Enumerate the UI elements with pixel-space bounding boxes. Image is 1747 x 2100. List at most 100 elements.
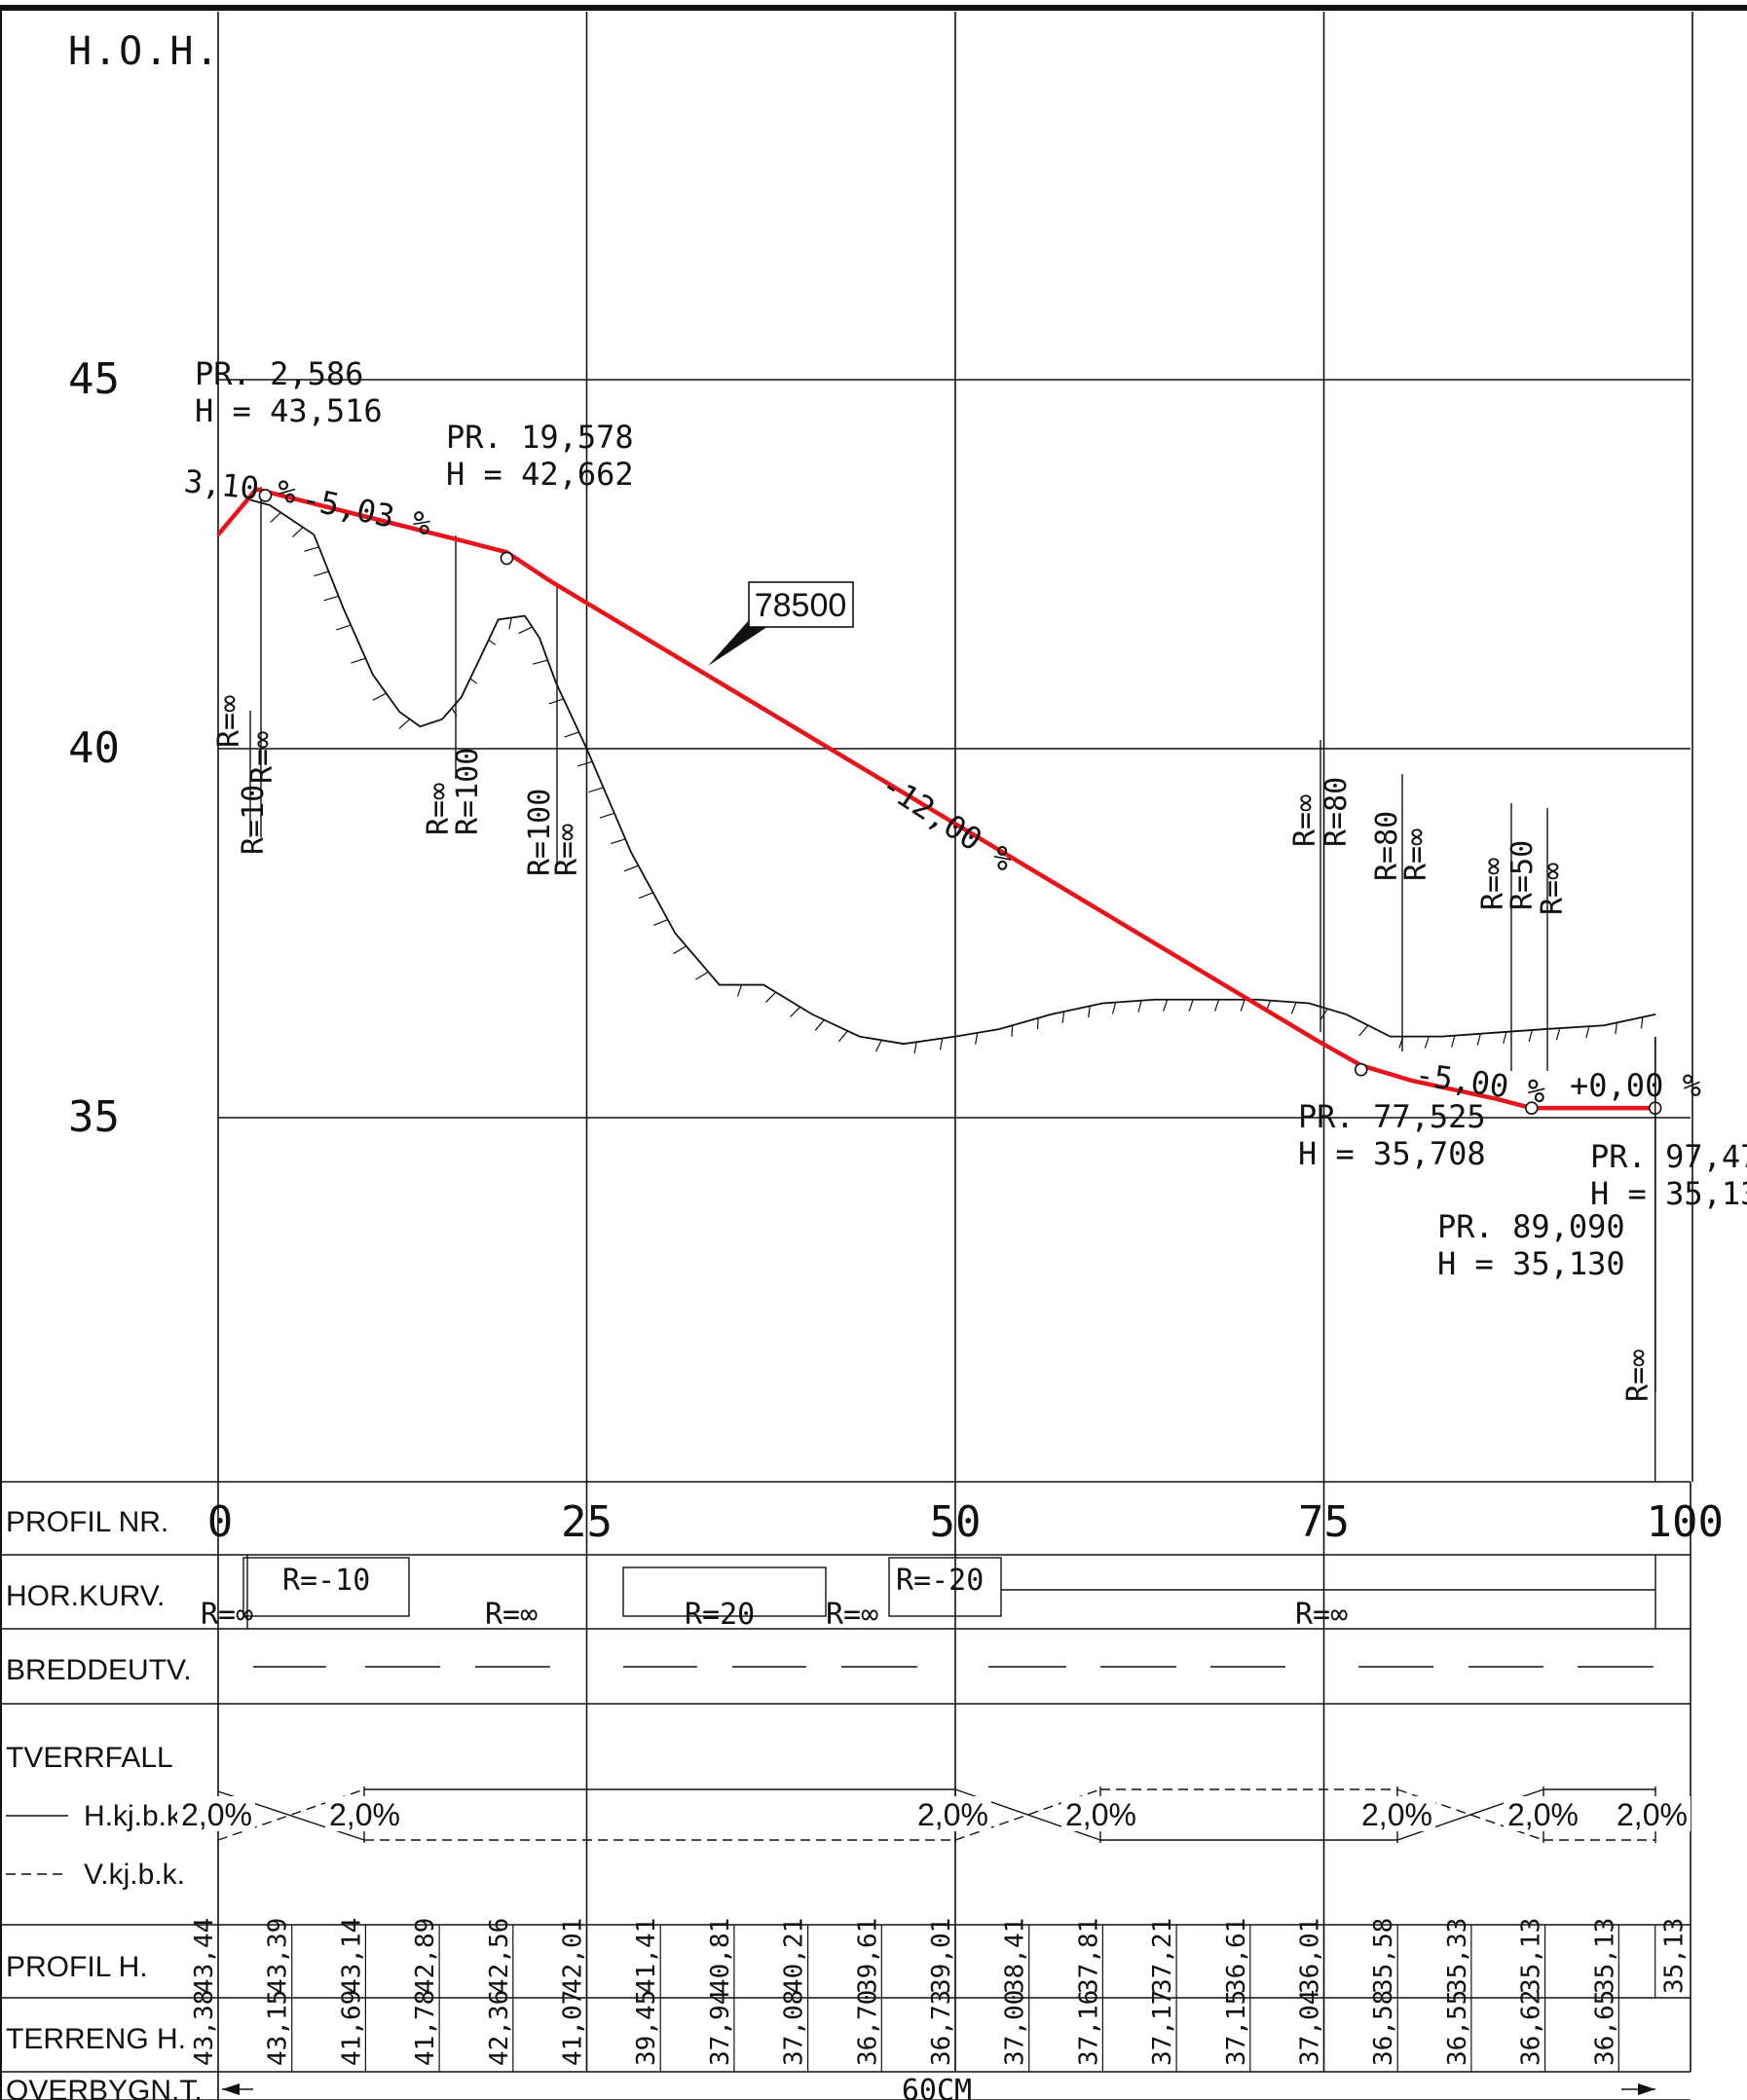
pvi-station-label: PR. 97,471 xyxy=(1590,1138,1747,1175)
drawing-frame xyxy=(0,5,1747,2100)
profil-h-value: 38,41 xyxy=(1001,1918,1030,1994)
terrain-hatch xyxy=(1188,999,1194,1012)
pvi-elevation-label: H = 43,516 xyxy=(195,392,383,429)
terreng-h-value: 41,78 xyxy=(411,1990,440,2066)
curve-radius-label: R=80 xyxy=(1320,777,1354,847)
pvi-station-label: PR. 19,578 xyxy=(446,419,634,456)
pvi-marker xyxy=(1354,1062,1368,1077)
profil-h-value: 37,81 xyxy=(1074,1918,1103,1994)
terrain-hatch xyxy=(576,760,593,767)
curve-radius-label: R=∞ xyxy=(212,695,246,748)
terrain-hatch xyxy=(1451,1035,1456,1048)
terrain-hatch xyxy=(913,1042,917,1054)
terrain-hatch xyxy=(1555,1027,1561,1041)
data-band: PROFIL NR. HOR.KURV. BREDDEUTV. TVERRFALL PR… xyxy=(0,1037,1691,2100)
terreng-h-value: 37,17 xyxy=(1148,1990,1177,2066)
pvi-station-label: PR. 77,525 xyxy=(1298,1098,1486,1135)
terrain-hatch xyxy=(736,984,743,997)
terrain-hatch xyxy=(1358,1024,1369,1037)
terrain-hatch xyxy=(694,971,709,980)
terreng-h-value: 43,15 xyxy=(264,1990,293,2066)
pvi-marker xyxy=(500,551,514,566)
grade-label: 3,10 % xyxy=(182,462,298,511)
tverrfall-value-bg xyxy=(1613,1796,1691,1831)
callout-label: 78500 xyxy=(755,587,847,624)
curve-radius-label: R=10 xyxy=(237,785,271,855)
pvi-station-label: PR. 89,090 xyxy=(1437,1208,1625,1245)
terreng-h-value: 36,70 xyxy=(853,1990,882,2066)
tverrfall-value-bg xyxy=(1357,1796,1435,1831)
hor-kurv-label: R=∞ xyxy=(485,1598,538,1632)
terrain-hatch xyxy=(1036,1017,1039,1030)
terrain-hatch xyxy=(1528,1029,1533,1043)
tverrfall-value: 2,0% xyxy=(1361,1797,1432,1832)
pvi-marker xyxy=(1525,1101,1539,1115)
terreng-h-value: 43,38 xyxy=(190,1990,219,2066)
profile-grid xyxy=(217,12,1693,1482)
profil-h-value: 35,13 xyxy=(1517,1918,1546,1994)
band-row-label: BREDDEUTV. xyxy=(6,1654,192,1686)
terrain-hatch xyxy=(336,624,352,631)
terrain-hatch xyxy=(1320,1008,1328,1021)
curve-radius-label: R=∞ xyxy=(1536,863,1570,915)
profil-h-value: 42,89 xyxy=(411,1918,440,1994)
curve-radius-label: R=∞ xyxy=(245,731,279,784)
tverrfall-value: 2,0% xyxy=(329,1797,400,1832)
terreng-h-value: 41,07 xyxy=(559,1990,588,2066)
terrain-hatch xyxy=(564,731,579,738)
terrain-hatch xyxy=(1163,999,1169,1012)
terreng-h-value: 37,15 xyxy=(1222,1990,1251,2066)
terrain-hatch xyxy=(1137,1000,1142,1013)
band-row-label: TERRENG H. xyxy=(6,2023,186,2055)
profil-h-value: 36,01 xyxy=(1296,1918,1325,1994)
overbygn-value: 60CM xyxy=(902,2074,972,2100)
tverrfall-value: 2,0% xyxy=(917,1797,988,1832)
hor-kurv-label: R=∞ xyxy=(201,1598,253,1632)
terrain-hatch xyxy=(1503,1031,1507,1045)
overbygn-arrowhead-left xyxy=(222,2083,240,2095)
callout-pointer xyxy=(708,619,779,666)
elevation-tick-label: 35 xyxy=(68,1092,120,1142)
terrain-hatch xyxy=(588,787,604,793)
terrain-hatch xyxy=(1214,999,1220,1012)
station-tick-label: 0 xyxy=(207,1497,234,1547)
terrain-hatch xyxy=(837,1030,848,1043)
profil-h-value: 40,21 xyxy=(780,1918,809,1994)
terrain-hatch xyxy=(790,1006,801,1017)
tverrfall-value-bg xyxy=(177,1796,255,1831)
tverrfall-value: 2,0% xyxy=(181,1797,252,1832)
hor-kurv-curve-box xyxy=(242,1557,410,1617)
terrain-hatch xyxy=(1615,1022,1618,1035)
profil-h-value: 39,61 xyxy=(853,1918,882,1994)
terrain-hatch xyxy=(1290,1002,1297,1014)
terrain-hatch xyxy=(1011,1025,1014,1037)
curve-radius-label: R=∞ xyxy=(1399,829,1433,881)
hor-kurv-label: R=20 xyxy=(685,1598,755,1632)
design-grade-line xyxy=(216,487,1662,1115)
terrain-hatch xyxy=(1398,1036,1404,1049)
terrain-hatch xyxy=(673,945,688,955)
terreng-h-value: 37,00 xyxy=(1001,1990,1030,2066)
terrain-hatch xyxy=(451,707,458,717)
terreng-h-value: 37,16 xyxy=(1074,1990,1103,2066)
tverrfall-legend-v: V.kj.b.k. xyxy=(84,1859,185,1891)
hor-kurv-curve-box xyxy=(888,1557,1002,1617)
band-row-label: OVERBYGN.T. xyxy=(6,2075,203,2100)
curve-radius-label: R=∞ xyxy=(1621,1349,1655,1402)
pvi-marker xyxy=(258,489,273,502)
profil-h-value: 43,39 xyxy=(264,1918,293,1994)
curve-radius-label: R=50 xyxy=(1505,840,1540,910)
grade-label: +0,00 % xyxy=(1570,1067,1701,1104)
curve-radius-label: R=∞ xyxy=(1476,858,1510,910)
terrain-hatch xyxy=(518,626,533,635)
terrain-hatch xyxy=(874,1040,882,1052)
tverrfall-value: 2,0% xyxy=(1507,1797,1579,1832)
pvi-elevation-label: H = 42,662 xyxy=(446,456,634,493)
terrain-hatch xyxy=(351,657,366,664)
profil-h-value: 37,21 xyxy=(1148,1918,1177,1994)
terreng-h-value: 36,65 xyxy=(1590,1990,1619,2066)
tverrfall-line xyxy=(1396,1788,1544,1841)
terrain-hatch xyxy=(488,639,497,645)
